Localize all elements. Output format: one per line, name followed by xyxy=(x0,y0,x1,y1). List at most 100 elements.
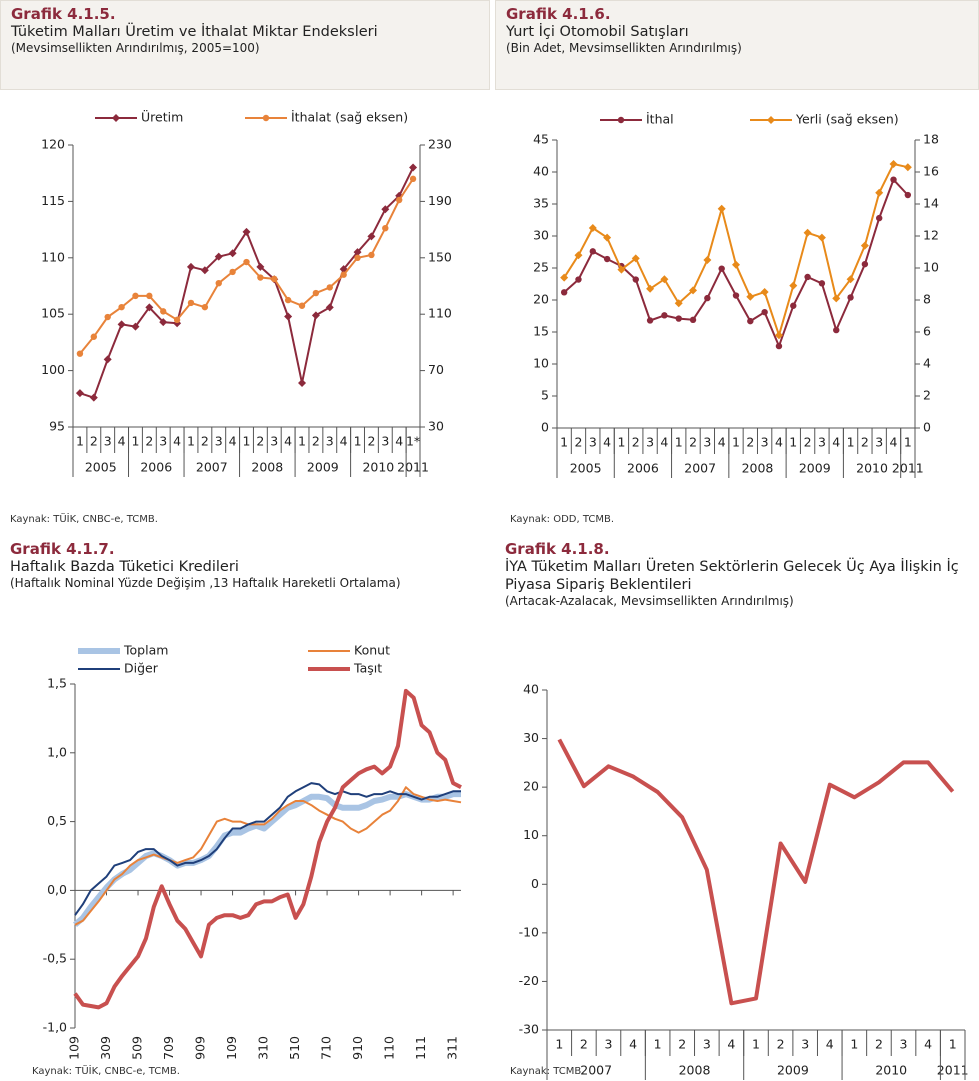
chart: 95 100 105 110 115 120 30 70 110 150 190 230 2005 200… xyxy=(41,109,452,477)
y-tick-label: 40 xyxy=(533,164,549,179)
point-marker xyxy=(214,252,223,261)
point-marker xyxy=(589,248,596,255)
chart-subtitle: (Artacak-Azalacak, Mevsimsellikten Arınd… xyxy=(505,594,794,608)
x-group-label: 2008 xyxy=(679,1063,711,1078)
x-group-label: 2011 xyxy=(937,1063,969,1078)
legend-marker xyxy=(767,116,775,124)
legend-label: İthalat (sağ eksen) xyxy=(291,110,408,125)
y-tick-label: 95 xyxy=(49,419,65,434)
y2-tick-label: 18 xyxy=(923,132,939,147)
x-tick-label: 3 xyxy=(818,435,826,450)
x-tick-label: 2 xyxy=(201,434,209,449)
x-tick-label: 4 xyxy=(284,434,292,449)
x-tick-label: 3 xyxy=(900,1037,908,1052)
x-tick-label: 4 xyxy=(775,435,783,450)
x-tick-label: 3 xyxy=(381,434,389,449)
point-marker xyxy=(704,294,711,302)
x-group-label: 2005 xyxy=(85,460,117,475)
x-tick-label: 1 xyxy=(847,435,855,450)
point-marker xyxy=(903,163,912,172)
x-tick-label: 4 xyxy=(832,435,840,450)
legend-marker xyxy=(617,116,625,124)
x-group-label: 2010 xyxy=(362,460,394,475)
chart-label: Grafik 4.1.8. xyxy=(505,540,610,558)
point-marker xyxy=(228,249,237,258)
chart-title: Tüketim Malları Üretim ve İthalat Miktar… xyxy=(11,24,378,40)
point-marker xyxy=(860,241,869,250)
point-marker xyxy=(229,268,236,276)
point-marker xyxy=(89,393,98,402)
x-tick-label: 0311 xyxy=(445,1036,460,1060)
x-group-label: 2010 xyxy=(856,461,888,476)
point-marker xyxy=(382,224,389,232)
point-marker xyxy=(131,322,140,331)
point-marker xyxy=(703,256,712,264)
point-marker xyxy=(75,389,84,398)
point-marker xyxy=(186,262,195,271)
chart-header: Grafik 4.1.6. Yurt İçi Otomobil Satışlar… xyxy=(495,0,979,90)
y2-tick-label: 30 xyxy=(428,419,444,434)
point-marker xyxy=(340,271,347,278)
chart-label: Grafik 4.1.5. xyxy=(11,5,116,23)
x-group-label: 2010 xyxy=(875,1063,907,1078)
x-tick-label: 3 xyxy=(801,1037,809,1052)
x-tick-label: 3 xyxy=(703,1037,711,1052)
point-marker xyxy=(103,355,112,364)
point-marker xyxy=(298,379,307,388)
point-marker xyxy=(818,280,826,287)
point-marker xyxy=(603,233,612,242)
point-marker xyxy=(353,248,362,257)
y2-tick-label: 12 xyxy=(923,228,939,243)
point-marker xyxy=(661,312,668,319)
point-marker xyxy=(367,232,376,241)
x-tick-label: 2 xyxy=(746,435,754,450)
x-tick-label: 3 xyxy=(875,435,883,450)
x-tick-label: 1 xyxy=(904,435,912,450)
y-tick-label: 20 xyxy=(523,779,539,794)
x-tick-label: 3 xyxy=(604,1037,612,1052)
x-tick-label: 4 xyxy=(340,434,348,449)
series-line xyxy=(73,688,462,1010)
source-note: Kaynak: TCMB. xyxy=(510,1066,585,1077)
legend-label: Toplam xyxy=(123,643,168,658)
point-marker xyxy=(117,320,126,329)
x-tick-label: 1 xyxy=(131,434,139,449)
point-marker xyxy=(243,258,250,266)
chart-header: Grafik 4.1.5. Tüketim Malları Üretim ve … xyxy=(0,0,490,90)
y-tick-label: 10 xyxy=(533,356,549,371)
x-tick-label: 2 xyxy=(145,434,153,449)
chart: -30 -20 -10 0 10 20 30 40 2007 2008 2009 2010 2011 1 2… xyxy=(519,682,969,1080)
point-marker xyxy=(746,292,755,301)
point-marker xyxy=(833,326,840,334)
point-marker xyxy=(284,312,293,321)
point-marker xyxy=(876,214,883,222)
chart-header: Grafik 4.1.7. Haftalık Bazda Tüketici Kr… xyxy=(0,536,490,636)
legend-label: Taşıt xyxy=(353,661,382,676)
point-marker xyxy=(847,294,854,301)
x-tick-label: 3 xyxy=(326,434,334,449)
x-tick-label: 2 xyxy=(875,1037,883,1052)
y-tick-label: 115 xyxy=(41,193,65,208)
point-marker xyxy=(381,205,390,214)
x-tick-label: 1 xyxy=(732,435,740,450)
point-marker xyxy=(732,292,740,299)
point-marker xyxy=(588,224,597,232)
point-marker xyxy=(395,191,404,200)
point-marker xyxy=(575,276,582,283)
x-tick-label: 1 xyxy=(789,435,797,450)
x-tick-label: 2 xyxy=(580,1037,588,1052)
point-marker xyxy=(646,317,654,324)
point-marker xyxy=(160,308,167,315)
point-marker xyxy=(817,233,826,242)
x-tick-label: 4 xyxy=(395,434,403,449)
y-tick-label: 15 xyxy=(533,324,549,339)
chart-title: İYA Tüketim Malları Üreten Sektörlerin G… xyxy=(505,559,959,593)
x-tick-label: 2 xyxy=(632,435,640,450)
x-tick-label: 3 xyxy=(761,435,769,450)
x-tick-label: 2 xyxy=(256,434,264,449)
point-marker xyxy=(311,311,320,320)
x-tick-label: 1 xyxy=(298,434,306,449)
point-marker xyxy=(409,175,417,183)
